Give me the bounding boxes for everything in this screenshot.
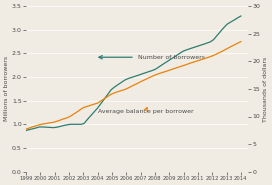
Y-axis label: Thousands of dollars: Thousands of dollars [263, 56, 268, 122]
Y-axis label: Millions of borrowers: Millions of borrowers [4, 56, 9, 122]
Text: Number of borrowers: Number of borrowers [99, 55, 205, 60]
Text: Average balance per borrower: Average balance per borrower [98, 108, 193, 114]
